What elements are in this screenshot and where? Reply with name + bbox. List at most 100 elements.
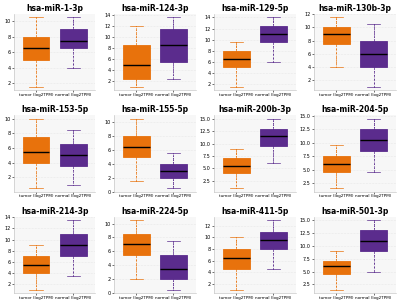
Point [333, 21, 340, 26]
Point [133, 164, 140, 169]
Point [270, 23, 277, 28]
PathPatch shape [223, 158, 250, 173]
Point [33, 245, 39, 250]
Point [333, 179, 340, 184]
Point [170, 70, 176, 74]
Point [333, 150, 340, 154]
Point [370, 22, 377, 26]
Point [70, 254, 76, 259]
Point [33, 243, 39, 247]
Title: hsa-miR-224-5p: hsa-miR-224-5p [121, 207, 188, 216]
Point [370, 170, 377, 174]
Point [170, 22, 176, 26]
Point [233, 73, 240, 78]
Title: hsa-miR-1-3p: hsa-miR-1-3p [26, 4, 83, 13]
Point [33, 171, 39, 175]
Point [70, 182, 76, 187]
Point [70, 178, 76, 183]
Point [133, 130, 140, 135]
Point [270, 263, 277, 268]
Point [233, 156, 240, 161]
Point [70, 142, 76, 147]
Title: hsa-miR-204-5p: hsa-miR-204-5p [321, 105, 389, 115]
Point [70, 139, 76, 144]
Point [233, 287, 240, 292]
Point [370, 269, 377, 274]
Point [133, 179, 140, 184]
Point [133, 81, 140, 86]
Point [33, 116, 39, 121]
Point [170, 283, 176, 288]
Point [333, 65, 340, 70]
Point [270, 15, 277, 20]
Point [370, 226, 377, 231]
Point [333, 287, 340, 292]
Point [333, 15, 340, 20]
Point [370, 65, 377, 70]
Point [233, 244, 240, 249]
Point [370, 224, 377, 229]
Point [133, 83, 140, 88]
Point [233, 174, 240, 179]
Point [133, 23, 140, 28]
Point [70, 127, 76, 132]
Point [370, 265, 377, 270]
Point [133, 127, 140, 132]
Point [70, 232, 76, 237]
Point [133, 232, 140, 237]
Point [33, 252, 39, 257]
Point [370, 257, 377, 262]
Point [370, 253, 377, 257]
Point [170, 73, 176, 78]
Point [170, 250, 176, 254]
Point [33, 79, 39, 84]
Point [333, 257, 340, 262]
Point [333, 25, 340, 30]
Point [170, 151, 176, 156]
Point [70, 46, 76, 51]
Point [333, 284, 340, 289]
Point [170, 186, 176, 191]
PathPatch shape [260, 26, 287, 43]
PathPatch shape [123, 45, 150, 78]
Point [133, 116, 140, 121]
Point [370, 161, 377, 166]
Point [133, 262, 140, 267]
Point [170, 155, 176, 160]
Point [33, 26, 39, 31]
Point [70, 54, 76, 58]
PathPatch shape [260, 129, 287, 146]
Point [70, 26, 76, 31]
Point [370, 38, 377, 43]
Point [170, 252, 176, 257]
Point [233, 154, 240, 159]
Point [333, 176, 340, 181]
Point [333, 249, 340, 254]
Point [133, 267, 140, 272]
Point [270, 122, 277, 127]
Point [233, 146, 240, 151]
Point [70, 57, 76, 62]
Point [370, 228, 377, 233]
PathPatch shape [60, 29, 86, 48]
Point [170, 157, 176, 162]
Point [370, 165, 377, 170]
Point [370, 28, 377, 33]
Point [33, 160, 39, 165]
Point [333, 55, 340, 60]
Point [70, 61, 76, 66]
Point [133, 154, 140, 159]
Point [33, 274, 39, 279]
PathPatch shape [360, 130, 387, 151]
Point [270, 251, 277, 256]
Point [270, 17, 277, 22]
Point [33, 287, 39, 292]
Point [170, 279, 176, 284]
PathPatch shape [323, 156, 350, 172]
Title: hsa-miR-411-5p: hsa-miR-411-5p [221, 207, 289, 216]
Point [333, 147, 340, 152]
Point [333, 253, 340, 257]
PathPatch shape [360, 41, 387, 67]
Point [233, 69, 240, 74]
Point [70, 261, 76, 266]
